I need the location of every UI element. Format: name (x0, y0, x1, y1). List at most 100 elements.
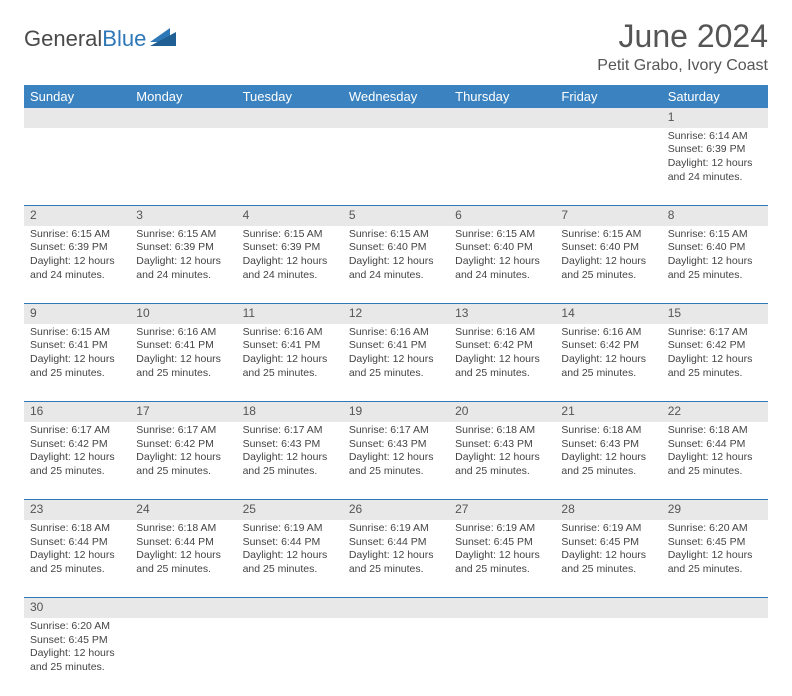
sunrise-text: Sunrise: 6:15 AM (561, 228, 655, 242)
day-cell: Sunrise: 6:17 AMSunset: 6:42 PMDaylight:… (24, 422, 130, 500)
day-cell: Sunrise: 6:17 AMSunset: 6:42 PMDaylight:… (662, 324, 768, 402)
day-number-cell: 22 (662, 402, 768, 422)
day-number-cell: 24 (130, 500, 236, 520)
day-cell: Sunrise: 6:15 AMSunset: 6:40 PMDaylight:… (343, 226, 449, 304)
day-number-cell: 14 (555, 304, 661, 324)
week-row: Sunrise: 6:15 AMSunset: 6:39 PMDaylight:… (24, 226, 768, 304)
sunrise-text: Sunrise: 6:16 AM (561, 326, 655, 340)
day-cell: Sunrise: 6:15 AMSunset: 6:41 PMDaylight:… (24, 324, 130, 402)
flag-icon (150, 26, 176, 52)
day-cell (555, 128, 661, 206)
day-cell: Sunrise: 6:15 AMSunset: 6:40 PMDaylight:… (449, 226, 555, 304)
day-cell: Sunrise: 6:19 AMSunset: 6:44 PMDaylight:… (237, 520, 343, 598)
sunset-text: Sunset: 6:40 PM (668, 241, 762, 255)
day-number-row: 16171819202122 (24, 402, 768, 422)
day-number-cell: 13 (449, 304, 555, 324)
day-number-cell: 18 (237, 402, 343, 422)
week-row: Sunrise: 6:14 AMSunset: 6:39 PMDaylight:… (24, 128, 768, 206)
daylight-text: Daylight: 12 hours and 25 minutes. (455, 549, 549, 576)
daylight-text: Daylight: 12 hours and 25 minutes. (668, 451, 762, 478)
day-number-row: 2345678 (24, 206, 768, 226)
daylight-text: Daylight: 12 hours and 25 minutes. (136, 549, 230, 576)
day-number-cell: 21 (555, 402, 661, 422)
sunset-text: Sunset: 6:45 PM (668, 536, 762, 550)
day-number-cell (24, 108, 130, 128)
day-number-cell: 7 (555, 206, 661, 226)
title-block: June 2024 Petit Grabo, Ivory Coast (597, 18, 768, 75)
day-cell (343, 128, 449, 206)
day-number-cell: 1 (662, 108, 768, 128)
day-cell: Sunrise: 6:18 AMSunset: 6:43 PMDaylight:… (555, 422, 661, 500)
daylight-text: Daylight: 12 hours and 25 minutes. (561, 255, 655, 282)
daylight-text: Daylight: 12 hours and 24 minutes. (455, 255, 549, 282)
sunrise-text: Sunrise: 6:18 AM (455, 424, 549, 438)
day-number-cell (449, 108, 555, 128)
day-number-cell: 5 (343, 206, 449, 226)
sunrise-text: Sunrise: 6:19 AM (561, 522, 655, 536)
week-row: Sunrise: 6:18 AMSunset: 6:44 PMDaylight:… (24, 520, 768, 598)
day-number-cell (130, 108, 236, 128)
sunset-text: Sunset: 6:45 PM (561, 536, 655, 550)
day-cell (449, 618, 555, 696)
sunrise-text: Sunrise: 6:16 AM (455, 326, 549, 340)
sunrise-text: Sunrise: 6:15 AM (243, 228, 337, 242)
day-number-cell: 3 (130, 206, 236, 226)
day-cell: Sunrise: 6:19 AMSunset: 6:45 PMDaylight:… (449, 520, 555, 598)
day-number-row: 1 (24, 108, 768, 128)
day-number-cell: 29 (662, 500, 768, 520)
sunrise-text: Sunrise: 6:17 AM (349, 424, 443, 438)
day-number-cell: 11 (237, 304, 343, 324)
sunrise-text: Sunrise: 6:15 AM (349, 228, 443, 242)
day-cell: Sunrise: 6:18 AMSunset: 6:44 PMDaylight:… (130, 520, 236, 598)
day-number-cell: 19 (343, 402, 449, 422)
day-cell: Sunrise: 6:16 AMSunset: 6:41 PMDaylight:… (237, 324, 343, 402)
sunrise-text: Sunrise: 6:19 AM (349, 522, 443, 536)
daylight-text: Daylight: 12 hours and 24 minutes. (668, 157, 762, 184)
day-number-cell: 17 (130, 402, 236, 422)
sunset-text: Sunset: 6:43 PM (243, 438, 337, 452)
sunset-text: Sunset: 6:43 PM (561, 438, 655, 452)
day-cell: Sunrise: 6:15 AMSunset: 6:40 PMDaylight:… (662, 226, 768, 304)
day-cell: Sunrise: 6:19 AMSunset: 6:44 PMDaylight:… (343, 520, 449, 598)
sunset-text: Sunset: 6:44 PM (136, 536, 230, 550)
day-number-cell: 26 (343, 500, 449, 520)
day-number-row: 9101112131415 (24, 304, 768, 324)
sunrise-text: Sunrise: 6:14 AM (668, 130, 762, 144)
sunrise-text: Sunrise: 6:15 AM (455, 228, 549, 242)
day-number-row: 30 (24, 598, 768, 618)
sunset-text: Sunset: 6:45 PM (30, 634, 124, 648)
day-number-cell (130, 598, 236, 618)
day-cell: Sunrise: 6:18 AMSunset: 6:44 PMDaylight:… (24, 520, 130, 598)
day-cell: Sunrise: 6:20 AMSunset: 6:45 PMDaylight:… (662, 520, 768, 598)
month-title: June 2024 (597, 18, 768, 55)
sunrise-text: Sunrise: 6:19 AM (243, 522, 337, 536)
sunset-text: Sunset: 6:39 PM (243, 241, 337, 255)
page-header: GeneralBlue June 2024 Petit Grabo, Ivory… (24, 18, 768, 75)
weekday-header: Thursday (449, 85, 555, 108)
day-cell: Sunrise: 6:16 AMSunset: 6:41 PMDaylight:… (130, 324, 236, 402)
sunset-text: Sunset: 6:42 PM (30, 438, 124, 452)
daylight-text: Daylight: 12 hours and 25 minutes. (561, 353, 655, 380)
day-number-cell: 15 (662, 304, 768, 324)
day-cell: Sunrise: 6:16 AMSunset: 6:42 PMDaylight:… (449, 324, 555, 402)
weekday-header-row: SundayMondayTuesdayWednesdayThursdayFrid… (24, 85, 768, 108)
day-number-cell: 23 (24, 500, 130, 520)
daylight-text: Daylight: 12 hours and 25 minutes. (349, 353, 443, 380)
day-cell: Sunrise: 6:17 AMSunset: 6:43 PMDaylight:… (343, 422, 449, 500)
day-number-cell (662, 598, 768, 618)
day-cell: Sunrise: 6:15 AMSunset: 6:39 PMDaylight:… (130, 226, 236, 304)
daylight-text: Daylight: 12 hours and 25 minutes. (349, 549, 443, 576)
daylight-text: Daylight: 12 hours and 25 minutes. (243, 353, 337, 380)
sunset-text: Sunset: 6:41 PM (243, 339, 337, 353)
sunrise-text: Sunrise: 6:18 AM (668, 424, 762, 438)
daylight-text: Daylight: 12 hours and 25 minutes. (243, 451, 337, 478)
day-number-cell: 25 (237, 500, 343, 520)
day-cell (555, 618, 661, 696)
day-cell (130, 618, 236, 696)
sunset-text: Sunset: 6:39 PM (136, 241, 230, 255)
daylight-text: Daylight: 12 hours and 25 minutes. (561, 549, 655, 576)
day-cell: Sunrise: 6:19 AMSunset: 6:45 PMDaylight:… (555, 520, 661, 598)
daylight-text: Daylight: 12 hours and 24 minutes. (30, 255, 124, 282)
sunrise-text: Sunrise: 6:17 AM (668, 326, 762, 340)
daylight-text: Daylight: 12 hours and 25 minutes. (136, 353, 230, 380)
